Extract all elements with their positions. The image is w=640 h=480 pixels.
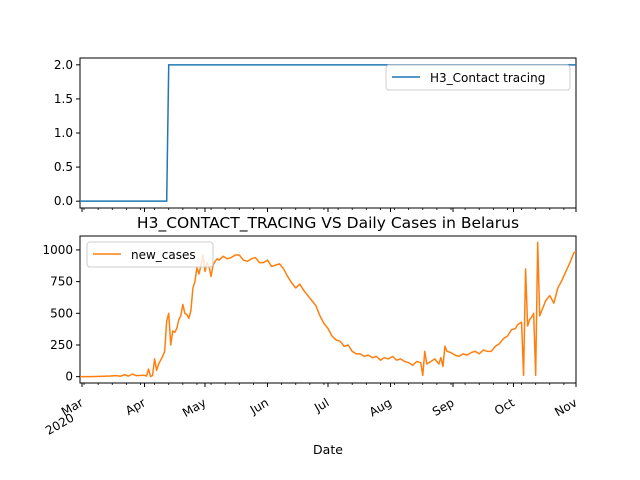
bottom-y-tick-label: 1000 — [42, 243, 73, 257]
bottom-y-tick-label: 0 — [65, 370, 73, 384]
bottom-series-group — [80, 241, 577, 378]
top-plot-panel: 0.0 0.5 1.0 1.5 2.0 H3_Contact tracing — [54, 57, 577, 212]
bottom-legend-box — [86, 241, 214, 268]
chart-title: H3_CONTACT_TRACING VS Daily Cases in Bel… — [137, 214, 519, 233]
bottom-legend-label: new_cases — [131, 248, 196, 262]
top-legend: H3_Contact tracing — [385, 64, 571, 91]
x-tick-label: Jul — [311, 395, 331, 415]
top-y-tick-label: 0.5 — [54, 160, 73, 174]
top-x-axis — [81, 208, 577, 212]
top-y-tick-label: 0.0 — [54, 194, 73, 208]
top-series-group — [80, 64, 576, 202]
x-axis-label: Date — [313, 442, 343, 457]
top-legend-box — [385, 64, 571, 91]
bottom-y-tick-label: 250 — [50, 338, 73, 352]
new-cases-line — [80, 241, 577, 378]
bottom-y-tick-label: 750 — [50, 275, 73, 289]
top-y-tick-label: 2.0 — [54, 58, 73, 72]
top-legend-label: H3_Contact tracing — [430, 71, 545, 85]
top-y-tick-label: 1.5 — [54, 92, 73, 106]
bottom-legend: new_cases — [86, 241, 214, 268]
bottom-y-axis: 0 250 500 750 1000 — [42, 243, 80, 384]
top-y-axis: 0.0 0.5 1.0 1.5 2.0 — [54, 58, 80, 208]
top-y-tick-label: 1.0 — [54, 126, 73, 140]
bottom-y-tick-label: 500 — [50, 306, 73, 320]
contact-tracing-line — [80, 64, 576, 202]
